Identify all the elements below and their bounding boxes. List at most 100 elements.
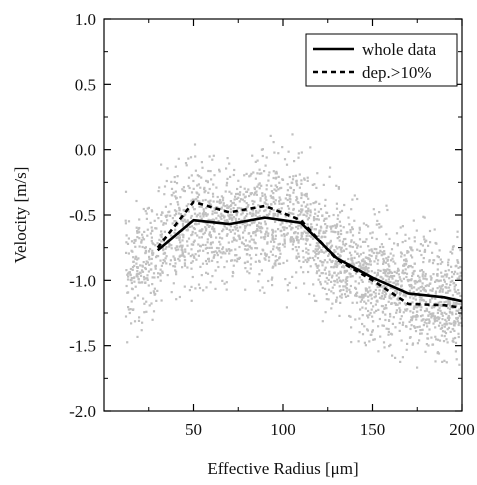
- scatter-point: [344, 285, 347, 288]
- scatter-point: [326, 261, 329, 264]
- scatter-point: [140, 240, 143, 243]
- scatter-point: [423, 250, 426, 253]
- scatter-point: [258, 226, 261, 230]
- scatter-point: [207, 169, 210, 173]
- scatter-point: [339, 224, 342, 227]
- scatter-point: [338, 220, 341, 223]
- scatter-point: [364, 265, 368, 268]
- scatter-point: [364, 294, 367, 297]
- scatter-point: [274, 255, 277, 258]
- scatter-point: [412, 297, 415, 300]
- scatter-point: [297, 152, 300, 155]
- scatter-point: [453, 285, 456, 288]
- scatter-point: [244, 267, 247, 270]
- scatter-point: [234, 254, 237, 257]
- scatter-point: [201, 199, 205, 202]
- scatter-point: [212, 250, 215, 254]
- scatter-point: [282, 233, 286, 236]
- scatter-point: [154, 292, 157, 296]
- scatter-point: [237, 218, 241, 221]
- scatter-point: [332, 230, 335, 233]
- scatter-point: [348, 288, 351, 291]
- scatter-point: [177, 257, 180, 261]
- scatter-point: [214, 250, 217, 253]
- scatter-point: [424, 274, 427, 277]
- scatter-point: [422, 277, 425, 280]
- scatter-point: [447, 326, 451, 329]
- scatter-point: [300, 224, 303, 227]
- scatter-point: [249, 267, 252, 270]
- scatter-point: [382, 261, 385, 264]
- scatter-point: [278, 181, 281, 184]
- scatter-point: [222, 214, 225, 217]
- scatter-point: [206, 223, 209, 227]
- scatter-point: [208, 155, 211, 158]
- scatter-point: [382, 287, 385, 290]
- scatter-point: [205, 179, 208, 182]
- scatter-point: [445, 283, 448, 286]
- scatter-point: [350, 326, 353, 329]
- scatter-point: [294, 246, 297, 249]
- scatter-point: [216, 200, 219, 203]
- scatter-point: [375, 309, 378, 312]
- scatter-point: [422, 324, 425, 327]
- scatter-point: [233, 259, 236, 262]
- scatter-point: [380, 225, 383, 228]
- scatter-point: [440, 334, 443, 337]
- scatter-point: [243, 222, 246, 225]
- scatter-point: [149, 291, 152, 294]
- scatter-point: [133, 241, 136, 244]
- scatter-point: [182, 189, 185, 192]
- scatter-point: [443, 273, 447, 276]
- scatter-point: [265, 255, 268, 258]
- scatter-point: [150, 239, 153, 243]
- scatter-point: [164, 222, 167, 225]
- scatter-point: [436, 268, 439, 271]
- scatter-point: [435, 279, 438, 282]
- scatter-point: [430, 336, 433, 339]
- scatter-point: [320, 261, 323, 264]
- scatter-point: [412, 311, 415, 314]
- scatter-point: [454, 322, 457, 325]
- scatter-point: [264, 258, 267, 261]
- scatter-point: [173, 258, 177, 261]
- scatter-point: [457, 332, 460, 335]
- scatter-point: [222, 202, 225, 205]
- scatter-point: [369, 232, 372, 235]
- scatter-point: [236, 226, 239, 229]
- scatter-point: [386, 258, 389, 261]
- scatter-point: [401, 271, 404, 274]
- scatter-point: [349, 284, 352, 288]
- scatter-point: [378, 211, 381, 214]
- scatter-point: [195, 197, 198, 201]
- scatter-point: [165, 246, 168, 249]
- scatter-point: [136, 230, 139, 233]
- scatter-point: [299, 213, 302, 216]
- scatter-point: [286, 205, 290, 208]
- scatter-point: [439, 258, 442, 261]
- scatter-point: [249, 263, 252, 266]
- scatter-point: [209, 281, 212, 284]
- scatter-point: [229, 175, 232, 178]
- scatter-point: [127, 272, 130, 275]
- scatter-point: [345, 242, 348, 246]
- scatter-point: [428, 328, 431, 331]
- scatter-point: [225, 260, 228, 263]
- scatter-point: [295, 249, 298, 252]
- scatter-point: [147, 284, 150, 287]
- scatter-point: [255, 209, 258, 213]
- scatter-point: [240, 198, 243, 201]
- scatter-point: [423, 238, 426, 241]
- scatter-point: [294, 174, 297, 177]
- scatter-point: [380, 295, 383, 298]
- scatter-point: [328, 215, 331, 218]
- scatter-point: [144, 251, 147, 254]
- scatter-point: [138, 237, 141, 240]
- scatter-point: [404, 295, 407, 298]
- scatter-point: [408, 237, 411, 240]
- scatter-point: [378, 289, 381, 292]
- scatter-point: [327, 298, 330, 301]
- scatter-point: [363, 269, 366, 272]
- scatter-point: [412, 291, 415, 294]
- scatter-point: [199, 186, 202, 189]
